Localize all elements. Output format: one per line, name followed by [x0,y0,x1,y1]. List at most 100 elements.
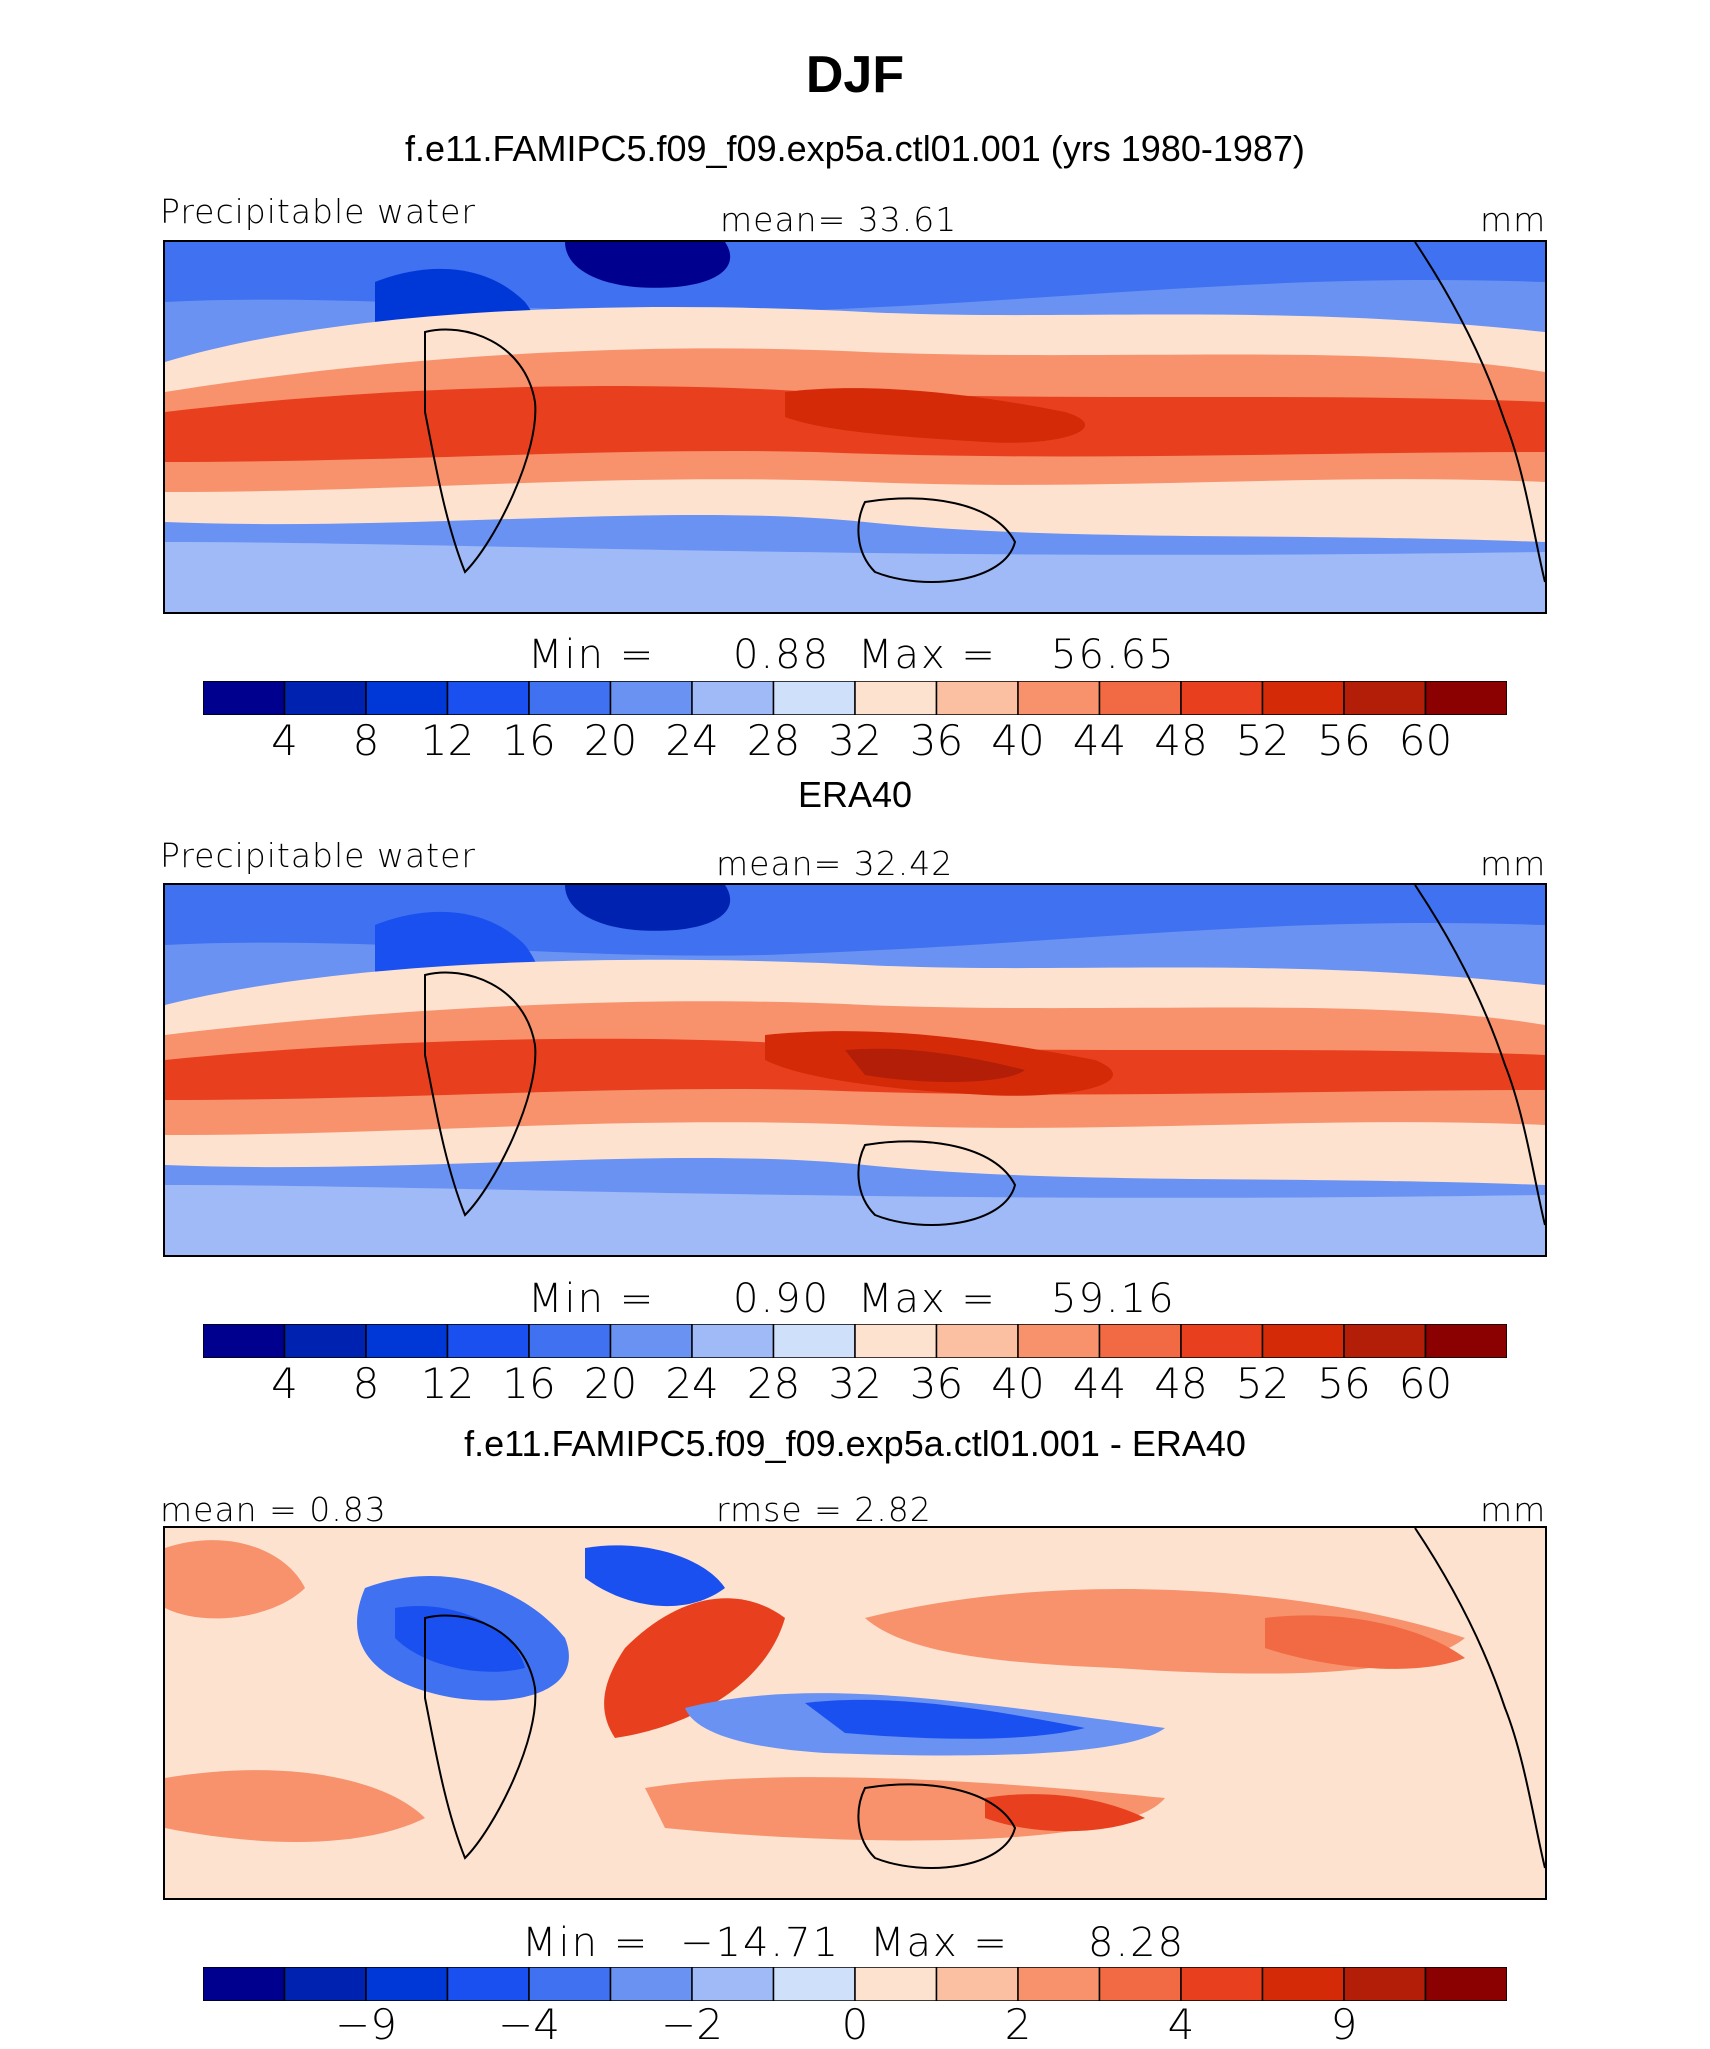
colorbar-swatch [691,681,775,715]
colorbar-swatch [609,1967,693,2001]
panel-1-map [163,240,1547,614]
colorbar-swatch [365,1967,449,2001]
panel-1-max-value: 56.65 [1051,632,1176,678]
colorbar-swatch [935,681,1019,715]
colorbar-tick-label: 28 [746,1359,801,1408]
colorbar-tick-label: −2 [661,2000,723,2049]
colorbar-swatch [1098,681,1182,715]
panel-2-left-label: Precipitable water [160,836,476,875]
colorbar-tick-label: 60 [1398,1359,1453,1408]
colorbar-tick-label: 4 [1167,2000,1195,2049]
colorbar-swatch [691,1967,775,2001]
colorbar-swatch [1261,1324,1345,1358]
colorbar-swatch [1424,681,1507,715]
panel-3-units: mm [1480,1490,1547,1529]
panel-1-south-band [165,542,1545,612]
colorbar-swatch [1180,681,1264,715]
panel-3-southern-core [985,1794,1145,1832]
colorbar-tick-label: 52 [1235,716,1290,765]
panel-3-mean-label: mean = 0.83 [160,1490,387,1529]
colorbar-swatch [1261,681,1345,715]
colorbar-tick-label: 40 [991,1359,1045,1408]
panel-3-indian-warm [604,1598,785,1738]
colorbar-swatch [203,1967,286,2001]
colorbar-tick-label: 56 [1317,716,1371,765]
colorbar-tick-label: 32 [828,1359,882,1408]
colorbar-swatch [1017,1967,1101,2001]
colorbar-tick-label: 20 [583,716,638,765]
colorbar-tick-label: 4 [271,716,298,765]
colorbar-tick-label: 9 [1330,2000,1358,2049]
colorbar-tick-label: 8 [352,716,380,765]
colorbar-tick-label: 16 [502,716,556,765]
colorbar-tick-label: 12 [420,716,475,765]
panel-3-min-label: Min = [522,1920,650,1966]
colorbar-swatch [609,681,693,715]
panel-2-max-value: 59.16 [1051,1276,1176,1322]
panel-2-africa-outline [424,971,537,1217]
colorbar-swatch [528,1324,612,1358]
panel-2-colorbar-ticks: 4 8 12 16 20 24 28 32 36 40 44 48 52 56 60 [203,1359,1507,1408]
panel-2-map [163,883,1547,1257]
panel-2-min-label: Min = [528,1276,656,1322]
panel-2-mean-label: mean= 32.42 [716,844,954,883]
panel-3-atlantic-warm [165,1540,305,1619]
colorbar-swatch [1017,1324,1101,1358]
colorbar-tick-label: −4 [498,2000,560,2049]
colorbar-swatch [1017,681,1101,715]
colorbar-swatch [772,681,856,715]
panel-1-americas-outline [1414,242,1545,583]
panel-2-min-value: 0.90 [733,1276,831,1322]
colorbar-swatch [854,1967,938,2001]
panel-3-map [163,1526,1547,1900]
colorbar-swatch [283,1967,367,2001]
panel-3-americas-outline [1414,1528,1545,1869]
panel-1-africa-outline [424,328,537,574]
panel-2-warm-pool-core [845,1048,1025,1082]
panel-1-left-label: Precipitable water [160,192,476,231]
panel-1-mean-label: mean= 33.61 [720,200,958,239]
panel-1-asia-dry [565,242,731,288]
colorbar-tick-label: −9 [335,2000,397,2049]
colorbar-swatch [1343,1967,1427,2001]
colorbar-swatch [283,681,367,715]
panel-3-arabia-dry [585,1545,725,1607]
panel-2-max-label: Max = [858,1276,997,1322]
panel-1-min-label: Min = [528,632,656,678]
colorbar-swatch [1424,1324,1507,1358]
colorbar-swatch [1343,681,1427,715]
colorbar-swatch [1261,1967,1345,2001]
colorbar-swatch [365,1324,449,1358]
colorbar-swatch [203,1324,286,1358]
colorbar-swatch [203,681,286,715]
colorbar-tick-label: 36 [909,716,964,765]
colorbar-tick-label: 2 [1004,2000,1032,2049]
panel-2-title: ERA40 [797,774,913,815]
colorbar-swatch [1098,1324,1182,1358]
colorbar-swatch [854,681,938,715]
panel-3-colorbar-ticks: −9 −4 −2 0 2 4 9 [203,2000,1507,2049]
panel-2-units: mm [1480,844,1547,883]
colorbar-tick-label: 0 [841,2000,869,2049]
panel-2-colorbar [203,1324,1507,1358]
colorbar-tick-label: 36 [909,1359,964,1408]
colorbar-tick-label: 20 [583,1359,638,1408]
colorbar-tick-label: 8 [352,1359,380,1408]
colorbar-swatch [935,1324,1019,1358]
colorbar-swatch [1098,1967,1182,2001]
panel-2-asia-dry [565,885,731,931]
panel-1-warm-pool [785,388,1086,443]
colorbar-tick-label: 32 [828,716,882,765]
panel-3-south-atlantic-warm [165,1770,425,1842]
panel-1-australia-outline [857,497,1017,583]
colorbar-tick-label: 48 [1154,1359,1208,1408]
colorbar-tick-label: 40 [991,716,1045,765]
colorbar-tick-label: 44 [1072,1359,1127,1408]
panel-1-units: mm [1480,200,1547,239]
colorbar-swatch [528,681,612,715]
colorbar-swatch [772,1967,856,2001]
panel-3-max-label: Max = [870,1920,1009,1966]
colorbar-swatch [446,1324,530,1358]
colorbar-swatch [772,1324,856,1358]
colorbar-swatch [365,681,449,715]
